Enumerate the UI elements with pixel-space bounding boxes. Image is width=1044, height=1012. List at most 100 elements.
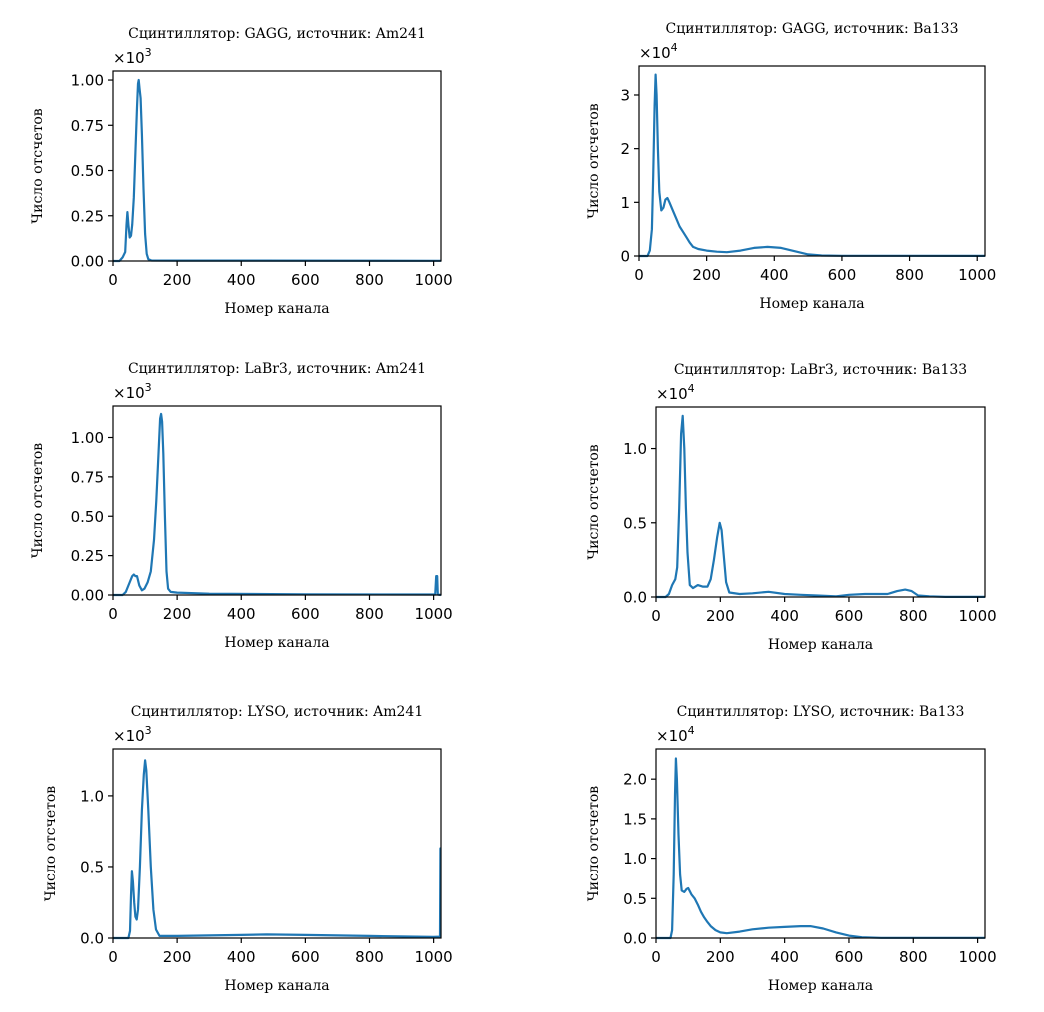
y-tick-label: 2 (620, 140, 630, 158)
y-tick-label: 0.50 (71, 508, 104, 526)
series-line (113, 78, 442, 263)
y-tick-label: 1.0 (80, 787, 104, 805)
x-axis-label: Номер канала (224, 978, 329, 994)
axes-frame (112, 405, 442, 596)
y-tick-label: 0.0 (80, 930, 104, 948)
offset-base: ×10 (113, 384, 145, 402)
subplot-2: 0 200 400 600 800 1000 0 1 2 3 Сцинтиллятор: GAGG,… (586, 21, 996, 312)
x-axis-label: Номер канала (224, 301, 329, 317)
x-axis-label: Номер канала (768, 637, 873, 653)
y-tick-label: 0.50 (71, 162, 104, 180)
x-tick-label: 800 (899, 948, 928, 966)
x-axis-label: Номер канала (759, 296, 864, 312)
offset-base: ×10 (113, 49, 145, 67)
y-tick-label: 1.0 (623, 440, 647, 458)
x-tick-label: 800 (355, 948, 384, 966)
axes-frame (655, 748, 986, 939)
x-tick-label: 800 (899, 607, 928, 625)
axes-frame (112, 748, 442, 939)
x-tick-label: 0 (108, 605, 118, 623)
x-tick-label: 1000 (415, 271, 453, 289)
axes-frame (638, 65, 986, 257)
x-tick-label: 200 (163, 271, 192, 289)
offset-exponent: 4 (671, 41, 678, 54)
x-tick-label: 1000 (415, 605, 453, 623)
x-tick-label: 200 (163, 948, 192, 966)
x-axis-label: Номер канала (768, 978, 873, 994)
chart-title: Сцинтиллятор: LaBr3, источник: Am241 (128, 361, 426, 377)
x-tick-label: 0 (634, 266, 644, 284)
offset-exponent: 4 (688, 382, 695, 395)
x-tick-label: 1000 (959, 607, 997, 625)
x-tick-label: 400 (227, 605, 256, 623)
x-tick-label: 600 (835, 607, 864, 625)
y-tick-label: 0.5 (80, 858, 104, 876)
x-tick-label: 600 (291, 605, 320, 623)
series-line (656, 757, 985, 940)
x-tick-label: 1000 (415, 948, 453, 966)
y-axis-label: Число отсчетов (586, 444, 602, 559)
x-tick-label: 600 (291, 948, 320, 966)
subplot-6: 0 200 400 600 800 1000 0.0 0.5 1.0 1.5 2.0 Сцинтилл… (586, 704, 997, 994)
y-axis-label: Число отсчетов (586, 103, 602, 218)
y-offset-label: ×104 (656, 382, 695, 403)
x-tick-label: 200 (706, 948, 735, 966)
y-axis-label: Число отсчетов (30, 108, 46, 223)
x-tick-label: 800 (895, 266, 924, 284)
chart-title: Сцинтиллятор: LaBr3, источник: Ba133 (674, 362, 967, 378)
axes-frame (112, 70, 442, 262)
axes-frame (655, 406, 986, 598)
x-tick-label: 600 (291, 271, 320, 289)
y-offset-label: ×103 (113, 381, 152, 402)
offset-base: ×10 (639, 44, 671, 62)
y-tick-label: 1.0 (623, 850, 647, 868)
x-tick-label: 400 (770, 948, 799, 966)
y-tick-label: 2.0 (623, 771, 647, 789)
y-tick-label: 0.5 (623, 890, 647, 908)
offset-base: ×10 (656, 385, 688, 403)
subplot-1: 0 200 400 600 800 1000 0.00 0.25 0.50 0.75 1.00 Сци… (30, 26, 453, 317)
offset-base: ×10 (113, 727, 145, 745)
x-tick-label: 400 (770, 607, 799, 625)
offset-exponent: 3 (145, 724, 152, 737)
subplot-4: 0 200 400 600 800 1000 0.0 0.5 1.0 Сцинтиллятор: … (586, 362, 997, 653)
x-tick-label: 0 (108, 948, 118, 966)
x-tick-label: 400 (227, 948, 256, 966)
y-tick-label: 0.75 (71, 468, 104, 486)
x-tick-label: 1000 (958, 266, 996, 284)
offset-exponent: 3 (145, 381, 152, 394)
offset-exponent: 4 (688, 724, 695, 737)
x-tick-label: 800 (355, 605, 384, 623)
y-offset-label: ×103 (113, 46, 152, 67)
y-tick-label: 0.75 (71, 117, 104, 135)
x-tick-label: 200 (692, 266, 721, 284)
y-tick-label: 1.5 (623, 810, 647, 828)
y-tick-label: 0.0 (623, 930, 647, 948)
x-tick-label: 800 (355, 271, 384, 289)
x-axis-label: Номер канала (224, 635, 329, 651)
y-tick-label: 1.00 (71, 72, 104, 90)
y-tick-label: 1 (620, 194, 630, 212)
offset-base: ×10 (656, 727, 688, 745)
chart-title: Сцинтиллятор: LYSO, источник: Ba133 (677, 704, 965, 720)
chart-title: Сцинтиллятор: GAGG, источник: Am241 (128, 26, 426, 42)
y-tick-label: 0.00 (71, 587, 104, 605)
x-tick-label: 600 (828, 266, 857, 284)
x-tick-label: 0 (651, 948, 661, 966)
subplot-5: 0 200 400 600 800 1000 0.0 0.5 1.0 Сцинтиллятор: … (43, 704, 453, 994)
x-tick-label: 0 (651, 607, 661, 625)
series-line (113, 412, 442, 597)
x-tick-label: 400 (760, 266, 789, 284)
x-tick-label: 1000 (959, 948, 997, 966)
series-line (656, 414, 985, 599)
y-offset-label: ×104 (639, 41, 678, 62)
y-tick-label: 0.5 (623, 514, 647, 532)
y-offset-label: ×103 (113, 724, 152, 745)
x-tick-label: 200 (163, 605, 192, 623)
y-tick-label: 3 (620, 86, 630, 104)
x-tick-label: 400 (227, 271, 256, 289)
y-axis-label: Число отсчетов (586, 786, 602, 901)
chart-title: Сцинтиллятор: LYSO, источник: Am241 (131, 704, 423, 720)
x-tick-label: 600 (835, 948, 864, 966)
x-tick-label: 0 (108, 271, 118, 289)
